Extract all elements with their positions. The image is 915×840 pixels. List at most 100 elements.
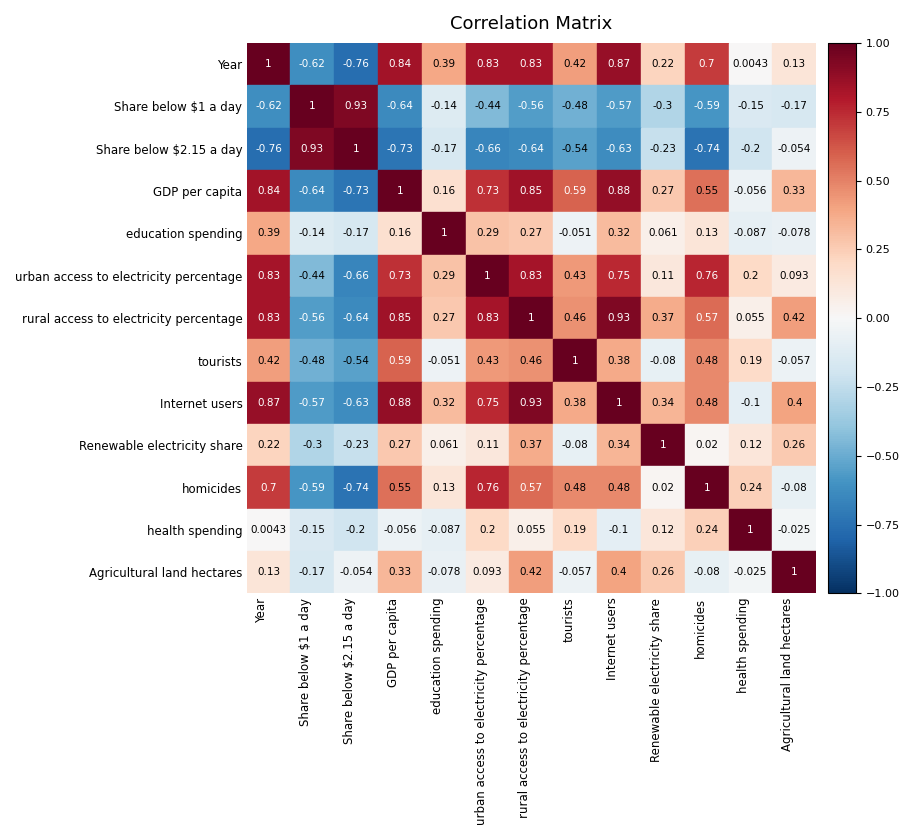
Text: 1: 1 (572, 355, 578, 365)
Text: 0.37: 0.37 (520, 440, 543, 450)
Text: 0.27: 0.27 (432, 313, 456, 323)
Text: 0.75: 0.75 (608, 270, 630, 281)
Bar (597, 381, 640, 424)
Text: -0.59: -0.59 (694, 102, 720, 112)
Text: 0.12: 0.12 (651, 525, 674, 535)
Bar (728, 381, 772, 424)
Text: 1: 1 (440, 228, 447, 239)
Bar (597, 297, 640, 339)
Bar (334, 213, 378, 255)
Bar (334, 43, 378, 85)
Bar (684, 128, 728, 170)
Text: -0.17: -0.17 (780, 102, 808, 112)
Text: 0.093: 0.093 (473, 567, 502, 577)
Bar (378, 213, 422, 255)
Bar (554, 381, 597, 424)
Text: 0.27: 0.27 (651, 186, 674, 196)
Text: 0.42: 0.42 (782, 313, 806, 323)
Bar (290, 85, 334, 128)
Bar (510, 509, 554, 551)
Bar (246, 339, 290, 381)
Text: -0.62: -0.62 (255, 102, 282, 112)
Text: -0.66: -0.66 (342, 270, 370, 281)
Bar (684, 509, 728, 551)
Bar (510, 551, 554, 593)
Bar (684, 43, 728, 85)
Text: 0.48: 0.48 (695, 355, 718, 365)
Bar (246, 509, 290, 551)
Bar (597, 170, 640, 213)
Text: -0.64: -0.64 (342, 313, 370, 323)
Bar (772, 85, 816, 128)
Bar (640, 213, 684, 255)
Text: 1: 1 (704, 482, 710, 492)
Bar (510, 85, 554, 128)
Text: 0.83: 0.83 (476, 59, 499, 69)
Text: 0.48: 0.48 (695, 398, 718, 408)
Text: 0.19: 0.19 (739, 355, 762, 365)
Bar (334, 339, 378, 381)
Bar (554, 339, 597, 381)
Text: 0.4: 0.4 (610, 567, 628, 577)
Text: -0.08: -0.08 (694, 567, 720, 577)
Bar (728, 509, 772, 551)
Text: -0.078: -0.078 (427, 567, 460, 577)
Bar (684, 85, 728, 128)
Bar (334, 509, 378, 551)
Text: -0.15: -0.15 (737, 102, 764, 112)
Bar (510, 297, 554, 339)
Text: -0.14: -0.14 (299, 228, 326, 239)
Text: 0.24: 0.24 (695, 525, 718, 535)
Text: 0.93: 0.93 (345, 102, 368, 112)
Text: 0.19: 0.19 (564, 525, 587, 535)
Text: 0.93: 0.93 (608, 313, 630, 323)
Bar (290, 466, 334, 509)
Bar (378, 297, 422, 339)
Text: 0.16: 0.16 (388, 228, 412, 239)
Text: 1: 1 (528, 313, 534, 323)
Bar (640, 551, 684, 593)
Text: 0.061: 0.061 (429, 440, 458, 450)
Bar (728, 424, 772, 466)
Bar (684, 297, 728, 339)
Text: -0.087: -0.087 (734, 228, 767, 239)
Bar (466, 213, 510, 255)
Text: 0.22: 0.22 (651, 59, 674, 69)
Bar (422, 255, 466, 297)
Bar (290, 170, 334, 213)
Bar (378, 128, 422, 170)
Text: 0.46: 0.46 (520, 355, 543, 365)
Text: 0.83: 0.83 (476, 313, 499, 323)
Text: 1: 1 (791, 567, 798, 577)
Text: 1: 1 (353, 144, 360, 154)
Text: 0.55: 0.55 (695, 186, 718, 196)
Text: -0.051: -0.051 (558, 228, 592, 239)
Text: 0.76: 0.76 (476, 482, 499, 492)
Text: -0.62: -0.62 (299, 59, 326, 69)
Text: -0.54: -0.54 (562, 144, 588, 154)
Text: 0.24: 0.24 (739, 482, 762, 492)
Text: 0.13: 0.13 (257, 567, 280, 577)
Text: -0.63: -0.63 (342, 398, 370, 408)
Bar (772, 424, 816, 466)
Text: -0.078: -0.078 (778, 228, 811, 239)
Bar (246, 424, 290, 466)
Text: 0.59: 0.59 (388, 355, 412, 365)
Text: 1: 1 (309, 102, 316, 112)
Text: 0.29: 0.29 (432, 270, 456, 281)
Bar (422, 297, 466, 339)
Bar (466, 297, 510, 339)
Bar (772, 551, 816, 593)
Text: 0.88: 0.88 (388, 398, 412, 408)
Text: -0.057: -0.057 (778, 355, 811, 365)
Bar (772, 466, 816, 509)
Bar (728, 213, 772, 255)
Bar (640, 424, 684, 466)
Text: -0.76: -0.76 (342, 59, 370, 69)
Bar (290, 424, 334, 466)
Bar (246, 170, 290, 213)
Bar (728, 297, 772, 339)
Text: 0.55: 0.55 (388, 482, 412, 492)
Bar (334, 466, 378, 509)
Text: 0.33: 0.33 (388, 567, 412, 577)
